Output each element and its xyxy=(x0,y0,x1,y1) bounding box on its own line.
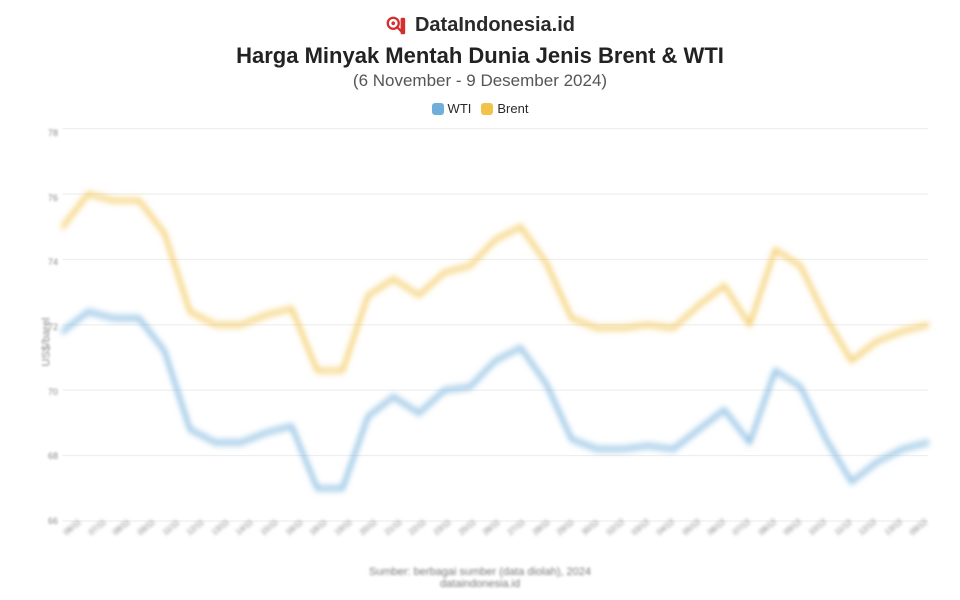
legend-item-brent: Brent xyxy=(481,101,528,116)
brand-header: DataIndonesia.id xyxy=(22,14,938,37)
x-axis-ticks: 06/1107/1108/1109/1111/1112/1113/1114/11… xyxy=(62,530,928,560)
chart-subtitle: (6 November - 9 Desember 2024) xyxy=(22,71,938,91)
brand-icon xyxy=(385,15,407,37)
brand-name: DataIndonesia.id xyxy=(415,14,575,37)
line-chart xyxy=(22,124,938,560)
y-axis-ticks: 78767472706866 xyxy=(36,128,58,526)
chart-title: Harga Minyak Mentah Dunia Jenis Brent & … xyxy=(22,43,938,69)
chart-area: US$/barel 78767472706866 06/1107/1108/11… xyxy=(22,124,938,560)
legend-label: WTI xyxy=(448,101,472,116)
legend-item-wti: WTI xyxy=(432,101,472,116)
chart-legend: WTI Brent xyxy=(22,101,938,116)
legend-swatch xyxy=(481,103,493,115)
legend-swatch xyxy=(432,103,444,115)
chart-footer: Sumber: berbagai sumber (data diolah), 2… xyxy=(22,566,938,590)
footer-source: Sumber: berbagai sumber (data diolah), 2… xyxy=(22,566,938,578)
legend-label: Brent xyxy=(497,101,528,116)
footer-site: dataindonesia.id xyxy=(22,578,938,590)
